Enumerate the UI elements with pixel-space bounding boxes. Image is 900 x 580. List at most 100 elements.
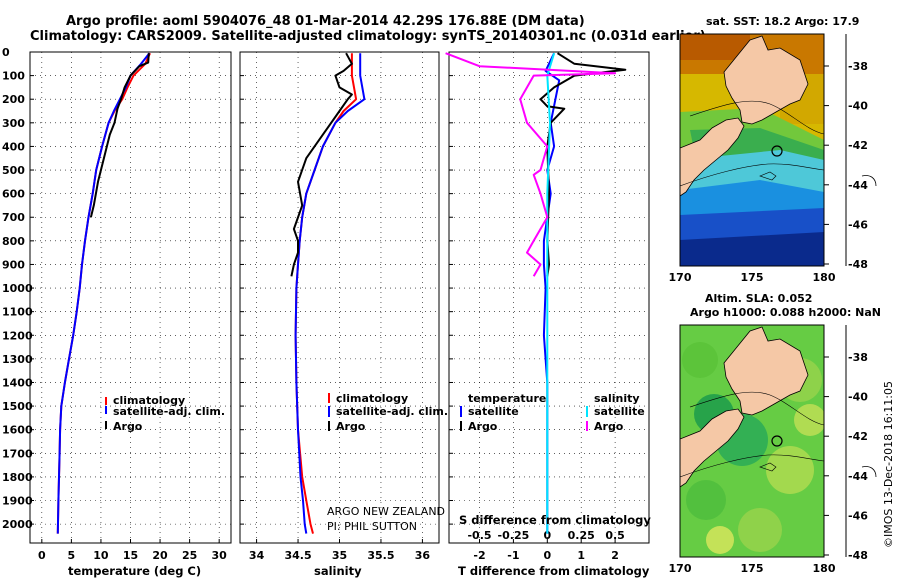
x-tick-label: 34 [249,549,265,562]
depth-tick-label: 900 [2,258,25,271]
depth-tick-label: 1900 [2,495,33,508]
map-lat-tick-label: -44 [848,470,868,483]
series-line-argo [290,52,353,277]
x-tick-label: 0 [543,549,551,562]
legend-temperature-header: temperature [468,392,546,405]
series-line-climatology [56,52,151,534]
series-line-salinity-satellite [546,52,556,534]
legend-satellite-label: satellite-adj. clim. [113,405,225,418]
map-lat-tick-label: -38 [848,60,868,73]
map-lon-tick-label: 175 [741,271,764,284]
x-tick-label: 35.5 [367,549,394,562]
series-line-satellite-adj-clim- [56,52,151,534]
legend-s-argo-label: Argo [594,420,624,433]
argo-position-marker [771,145,783,157]
annotation-program: ARGO NEW ZEALAND [327,505,445,518]
sst-map [680,34,824,266]
argo-position-marker [771,435,783,447]
map-lat-tick-label: -48 [848,549,868,562]
chatham-island-outline [861,466,877,478]
x-tick-label: 10 [93,549,109,562]
legend-argo-label: Argo [113,420,143,433]
legend-climatology-label: climatology [113,394,185,407]
t-difference-axis-label: T difference from climatology [458,564,650,578]
depth-tick-label: 500 [2,164,25,177]
figure-title-line2: Climatology: CARS2009. Satellite-adjuste… [30,29,706,44]
s-diff-tick-label: -0.25 [498,529,530,542]
depth-tick-label: 800 [2,235,25,248]
s-diff-tick-label: 0 [543,529,551,542]
legend-satellite-label: satellite-adj. clim. [336,405,448,418]
depth-tick-label: 200 [2,93,25,106]
chatham-island-outline [861,175,877,187]
map-lat-tick-label: -38 [848,351,868,364]
depth-tick-label: 0 [2,46,10,59]
map-lon-tick-label: 180 [813,562,836,575]
x-tick-label: 30 [212,549,228,562]
temperature-axis-label: temperature (deg C) [68,564,201,578]
depth-tick-label: 2000 [2,518,33,531]
x-tick-label: 1 [577,549,585,562]
depth-tick-label: 1100 [2,306,33,319]
x-tick-label: 5 [68,549,76,562]
legend-climatology-label: climatology [336,392,408,405]
depth-tick-label: 1600 [2,424,33,437]
depth-tick-label: 1200 [2,329,33,342]
x-tick-label: 20 [152,549,168,562]
figure-title-line1: Argo profile: aoml 5904076_48 01-Mar-201… [66,14,585,29]
legend-t-argo-label: Argo [468,420,498,433]
x-tick-label: 25 [182,549,197,562]
series-line-argo [89,53,150,218]
x-tick-label: 0 [38,549,46,562]
depth-tick-label: 600 [2,188,25,201]
x-tick-label: 35 [332,549,347,562]
x-tick-label: 2 [611,549,619,562]
legend-salinity-header: salinity [594,392,640,405]
map-lat-tick-label: -46 [848,509,868,522]
map-lon-tick-label: 180 [813,271,836,284]
map-lon-tick-label: 170 [669,271,692,284]
sla-map-title-line2: Argo h1000: 0.088 h2000: NaN [690,306,881,319]
legend-s-satellite-label: satellite [594,405,645,418]
series-line-temperature-satellite [542,52,561,534]
depth-tick-label: 1000 [2,282,33,295]
map-lon-tick-label: 170 [669,562,692,575]
depth-tick-label: 1800 [2,471,33,484]
map-lat-tick-label: -40 [848,391,868,404]
sla-map [680,325,824,557]
map-lat-tick-label: -40 [848,100,868,113]
depth-tick-label: 1300 [2,353,33,366]
sst-map-frame [679,33,825,267]
s-diff-tick-label: 0.5 [605,529,625,542]
s-diff-tick-label: -0.5 [467,529,491,542]
map-lat-tick-label: -42 [848,139,868,152]
x-tick-label: 34.5 [284,549,311,562]
x-tick-label: -1 [507,549,519,562]
map-lat-tick-label: -42 [848,430,868,443]
sla-map-title-line1: Altim. SLA: 0.052 [705,292,812,305]
series-line-climatology [294,53,358,534]
depth-tick-label: 100 [2,70,25,83]
sst-map-title: sat. SST: 18.2 Argo: 17.9 [706,15,859,28]
x-tick-label: 15 [123,549,138,562]
annotation-pi: PI: PHIL SUTTON [327,520,417,533]
x-tick-label: -2 [473,549,485,562]
depth-tick-label: 700 [2,211,25,224]
sla-map-frame [679,324,825,558]
depth-tick-label: 1700 [2,447,33,460]
depth-tick-label: 1500 [2,400,33,413]
credit-stamp: ©IMOS 13-Dec-2018 16:11:05 [882,381,895,548]
legend-argo-label: Argo [336,420,366,433]
map-lon-tick-label: 175 [741,562,764,575]
x-tick-label: 36 [415,549,431,562]
map-lat-tick-label: -44 [848,179,868,192]
difference-plot-frame [448,51,650,544]
map-lat-tick-label: -46 [848,218,868,231]
depth-tick-label: 300 [2,117,25,130]
series-line-temperature-argo [539,52,627,277]
series-line-satellite-adj-clim- [294,53,366,534]
map-lat-tick-label: -48 [848,258,868,271]
s-difference-axis-label: S difference from climatology [459,513,651,527]
s-diff-tick-label: 0.25 [568,529,595,542]
